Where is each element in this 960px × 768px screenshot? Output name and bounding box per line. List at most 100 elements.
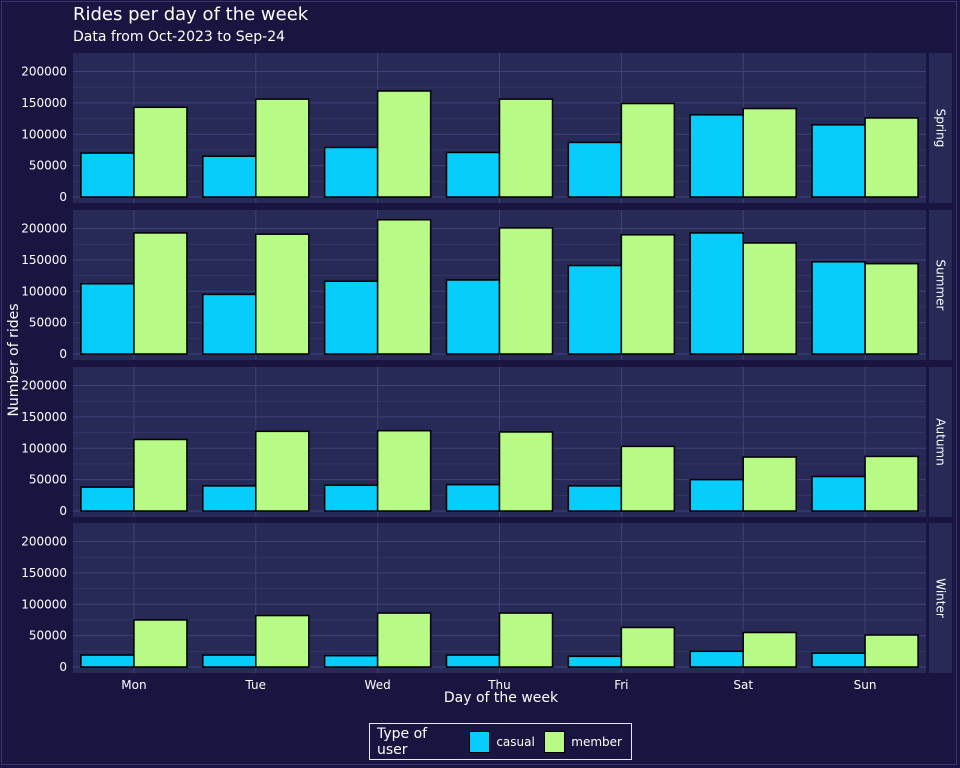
y-tick-label: 50000 bbox=[29, 473, 67, 487]
bar-spring-casual-tue bbox=[202, 155, 257, 198]
legend-key-member bbox=[543, 730, 566, 753]
legend: Type of user casual member bbox=[369, 723, 632, 760]
bar-autumn-casual-thu bbox=[445, 483, 501, 512]
bar-spring-casual-wed bbox=[323, 146, 379, 198]
bar-winter-member-tue bbox=[255, 614, 310, 668]
bar-autumn-casual-sat bbox=[689, 478, 744, 512]
bar-spring-member-mon bbox=[133, 106, 188, 198]
bar-spring-casual-sat bbox=[689, 114, 744, 198]
y-tick-label: 200000 bbox=[21, 379, 67, 393]
bar-winter-member-fri bbox=[620, 626, 676, 668]
y-tick-label: 100000 bbox=[21, 441, 67, 455]
bar-spring-member-wed bbox=[376, 90, 432, 198]
bar-winter-casual-mon bbox=[80, 654, 135, 668]
chart-title: Rides per day of the week bbox=[73, 4, 309, 25]
legend-title: Type of user bbox=[377, 725, 428, 758]
y-tick-label: 0 bbox=[59, 660, 67, 674]
strip-label-autumn: Autumn bbox=[934, 418, 948, 465]
y-tick-label: 0 bbox=[59, 347, 67, 361]
bar-winter-casual-wed bbox=[323, 654, 379, 668]
bar-spring-member-sun bbox=[864, 117, 919, 198]
x-tick-label: Tue bbox=[245, 678, 267, 692]
y-tick-label: 100000 bbox=[21, 284, 67, 298]
x-tick-label: Sun bbox=[854, 678, 877, 692]
bar-summer-member-sun bbox=[864, 262, 919, 355]
bar-summer-casual-mon bbox=[80, 282, 135, 355]
bar-summer-member-mon bbox=[133, 232, 188, 355]
x-tick-label: Mon bbox=[121, 678, 146, 692]
y-tick-label: 50000 bbox=[29, 159, 67, 173]
bar-spring-casual-fri bbox=[567, 141, 623, 198]
bar-summer-casual-fri bbox=[567, 264, 623, 355]
bar-winter-casual-sun bbox=[811, 652, 866, 668]
y-tick-label: 150000 bbox=[21, 566, 67, 580]
bar-spring-member-fri bbox=[620, 102, 676, 198]
y-tick-label: 150000 bbox=[21, 410, 67, 424]
bar-winter-member-sun bbox=[864, 634, 919, 668]
bar-winter-member-thu bbox=[498, 612, 554, 668]
bar-autumn-member-sat bbox=[742, 456, 797, 512]
y-tick-label: 150000 bbox=[21, 253, 67, 267]
bar-summer-casual-tue bbox=[202, 293, 257, 355]
bar-spring-casual-sun bbox=[811, 124, 866, 198]
x-axis-label: Day of the week bbox=[443, 690, 559, 706]
y-tick-label: 0 bbox=[59, 504, 67, 518]
bar-spring-member-tue bbox=[255, 98, 310, 198]
strip-winter bbox=[929, 523, 952, 673]
bar-summer-casual-sat bbox=[689, 232, 744, 355]
y-tick-label: 100000 bbox=[21, 597, 67, 611]
bar-autumn-casual-mon bbox=[80, 486, 135, 512]
legend-label-member: member bbox=[571, 734, 622, 749]
strip-label-spring: Spring bbox=[934, 109, 948, 148]
x-tick-label: Fri bbox=[614, 678, 628, 692]
bar-spring-member-thu bbox=[498, 98, 554, 198]
y-tick-label: 200000 bbox=[21, 65, 67, 79]
bar-winter-casual-sat bbox=[689, 650, 744, 668]
bar-summer-casual-thu bbox=[445, 279, 501, 355]
bar-winter-casual-thu bbox=[445, 654, 501, 668]
bar-winter-casual-fri bbox=[567, 655, 623, 668]
y-tick-label: 50000 bbox=[29, 629, 67, 643]
bar-summer-member-tue bbox=[255, 233, 310, 355]
strip-summer bbox=[929, 210, 952, 360]
y-tick-label: 50000 bbox=[29, 316, 67, 330]
y-tick-label: 150000 bbox=[21, 96, 67, 110]
y-tick-label: 0 bbox=[59, 190, 67, 204]
bar-summer-member-fri bbox=[620, 234, 676, 355]
bar-autumn-member-fri bbox=[620, 445, 676, 512]
bar-autumn-member-thu bbox=[498, 431, 554, 512]
x-tick-label: Thu bbox=[487, 678, 511, 692]
x-tick-label: Wed bbox=[365, 678, 391, 692]
legend-key-casual bbox=[468, 730, 491, 753]
bar-summer-casual-sun bbox=[811, 261, 866, 355]
strip-label-winter: Winter bbox=[934, 578, 948, 618]
bar-autumn-casual-wed bbox=[323, 484, 379, 512]
bar-autumn-member-sun bbox=[864, 455, 919, 512]
strip-spring bbox=[929, 53, 952, 203]
strip-autumn bbox=[929, 367, 952, 517]
bar-autumn-member-wed bbox=[376, 429, 432, 512]
bar-autumn-casual-sun bbox=[811, 475, 866, 512]
bar-winter-member-sat bbox=[742, 631, 797, 668]
bar-summer-member-thu bbox=[498, 227, 554, 355]
bar-autumn-casual-tue bbox=[202, 485, 257, 512]
bar-spring-member-sat bbox=[742, 107, 797, 198]
bar-spring-casual-mon bbox=[80, 152, 135, 198]
bar-spring-casual-thu bbox=[445, 151, 501, 198]
bar-autumn-member-tue bbox=[255, 430, 310, 512]
bar-winter-member-mon bbox=[133, 619, 188, 668]
y-tick-label: 200000 bbox=[21, 222, 67, 236]
y-tick-label: 200000 bbox=[21, 535, 67, 549]
y-tick-label: 100000 bbox=[21, 127, 67, 141]
bar-autumn-member-mon bbox=[133, 438, 188, 512]
strip-label-summer: Summer bbox=[934, 260, 948, 311]
bar-summer-casual-wed bbox=[323, 280, 379, 355]
bar-summer-member-sat bbox=[742, 242, 797, 355]
chart-subtitle: Data from Oct-2023 to Sep-24 bbox=[73, 29, 286, 45]
bar-winter-casual-tue bbox=[202, 654, 257, 668]
legend-label-casual: casual bbox=[496, 734, 535, 749]
x-tick-label: Sat bbox=[733, 678, 753, 692]
bar-summer-member-wed bbox=[376, 219, 432, 355]
